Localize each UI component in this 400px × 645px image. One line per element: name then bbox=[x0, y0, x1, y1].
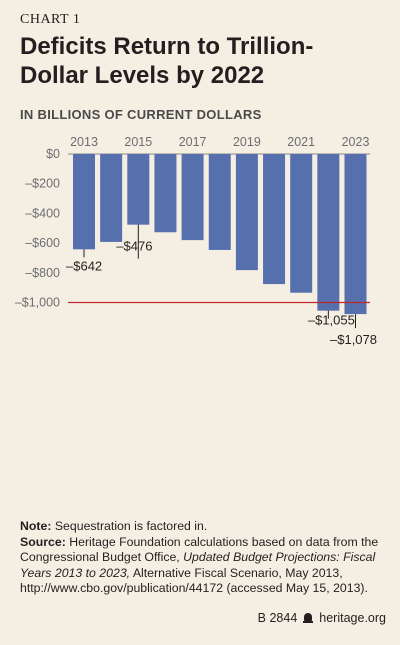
bar-2022 bbox=[317, 154, 340, 311]
bar-2015 bbox=[127, 154, 150, 225]
bar-2018 bbox=[208, 154, 231, 250]
site-name: heritage.org bbox=[319, 611, 386, 625]
note-line: Note: Sequestration is factored in. bbox=[20, 519, 390, 535]
bar-2021 bbox=[290, 154, 313, 293]
chart-notes: Note: Sequestration is factored in. Sour… bbox=[20, 519, 390, 597]
data-label-2023: –$1,078 bbox=[330, 332, 377, 347]
chart-subtitle: IN BILLIONS OF CURRENT DOLLARS bbox=[20, 107, 262, 122]
footer: B 2844 heritage.org bbox=[258, 611, 386, 625]
data-label-2022: –$1,055 bbox=[308, 313, 355, 328]
x-tick-label: 2017 bbox=[179, 135, 207, 149]
data-label-2015: –$476 bbox=[116, 239, 152, 254]
publication-code: B 2844 bbox=[257, 611, 298, 625]
y-tick-label: –$1,000 bbox=[15, 296, 60, 310]
deficit-bar-chart: $0 –$200 –$400 –$600 –$800 –$1,000 2013 2015 201… bbox=[15, 135, 377, 347]
liberty-bell-icon bbox=[303, 612, 314, 624]
bar-2014 bbox=[100, 154, 123, 242]
x-tick-label: 2019 bbox=[233, 135, 261, 149]
data-label-2013: –$642 bbox=[66, 258, 102, 273]
chart-title: Deficits Return to Trillion-Dollar Level… bbox=[20, 33, 314, 89]
bar-2017 bbox=[181, 154, 204, 241]
y-tick-label: $0 bbox=[46, 147, 60, 161]
x-tick-label: 2015 bbox=[124, 135, 152, 149]
y-tick-label: –$400 bbox=[25, 206, 60, 220]
source-label: Source: bbox=[20, 534, 66, 549]
source-text-continued: Alternative Fiscal Scenario, May 2013, h… bbox=[20, 565, 368, 596]
bar-2020 bbox=[263, 154, 286, 285]
y-tick-label: –$200 bbox=[25, 177, 60, 191]
chart-number: CHART 1 bbox=[20, 12, 81, 27]
source-publication-title: Updated Budget Projections: Fiscal Years… bbox=[20, 550, 376, 580]
y-tick-label: –$800 bbox=[25, 266, 60, 280]
bar-2019 bbox=[235, 154, 258, 271]
x-tick-label: 2013 bbox=[70, 135, 98, 149]
x-tick-label: 2023 bbox=[342, 135, 370, 149]
note-label: Note: bbox=[20, 519, 52, 533]
note-text: Sequestration is factored in. bbox=[54, 519, 208, 533]
source-line: Source: Heritage Foundation calculations… bbox=[20, 535, 390, 597]
bar-2016 bbox=[154, 154, 177, 233]
y-tick-label: –$600 bbox=[25, 236, 60, 250]
source-text: Heritage Foundation calculations based o… bbox=[20, 534, 379, 565]
x-tick-label: 2021 bbox=[287, 135, 315, 149]
bar-2013 bbox=[73, 154, 95, 250]
bar-2023 bbox=[344, 154, 367, 315]
